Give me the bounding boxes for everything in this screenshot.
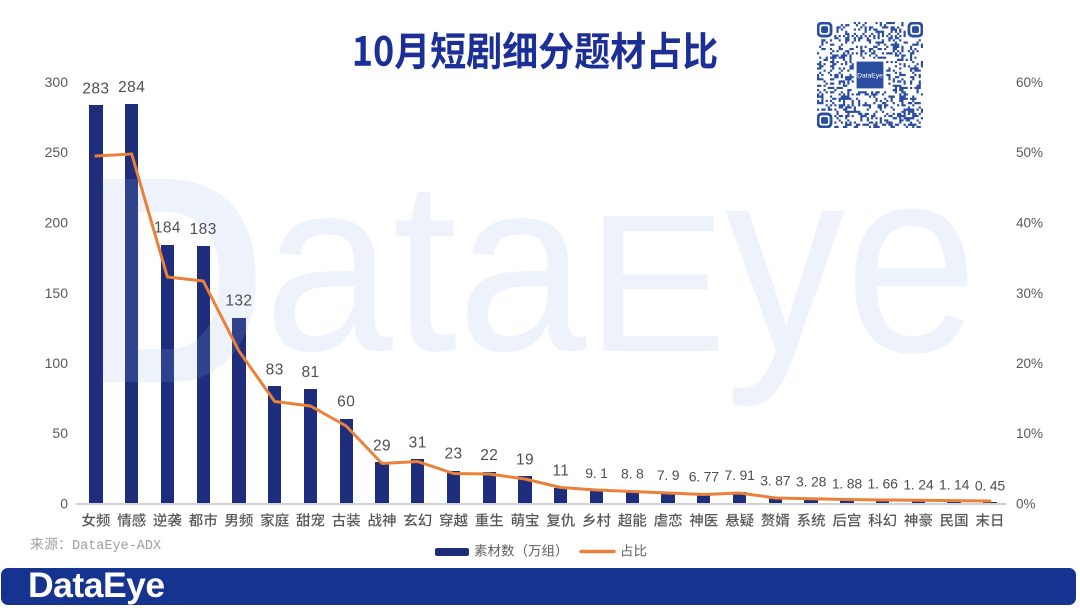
- svg-text:29: 29: [373, 437, 391, 454]
- svg-text:0%: 0%: [1016, 497, 1036, 512]
- svg-text:200: 200: [45, 215, 69, 231]
- svg-text:150: 150: [45, 285, 69, 301]
- svg-text:DataEye: DataEye: [857, 73, 883, 80]
- svg-text:250: 250: [45, 144, 69, 160]
- svg-text:30%: 30%: [1016, 286, 1043, 301]
- svg-text:ye: ye: [725, 112, 978, 409]
- svg-text:81: 81: [301, 364, 319, 381]
- svg-text:1. 66: 1. 66: [868, 476, 899, 492]
- svg-text:183: 183: [190, 221, 217, 238]
- svg-text:284: 284: [118, 79, 145, 96]
- svg-text:6. 77: 6. 77: [689, 469, 720, 485]
- svg-text:31: 31: [409, 434, 427, 451]
- svg-text:100: 100: [45, 355, 69, 371]
- svg-text:E: E: [586, 174, 727, 393]
- svg-text:50%: 50%: [1016, 145, 1043, 160]
- svg-text:0: 0: [60, 496, 68, 512]
- svg-text:10%: 10%: [1016, 426, 1043, 441]
- svg-text:60%: 60%: [1016, 75, 1043, 90]
- svg-text:1. 88: 1. 88: [832, 475, 863, 491]
- svg-text:9. 1: 9. 1: [585, 465, 608, 481]
- svg-text:7. 9: 7. 9: [657, 467, 680, 483]
- svg-text:ata: ata: [264, 128, 587, 402]
- svg-text:1. 14: 1. 14: [939, 476, 970, 492]
- svg-text:0. 45: 0. 45: [975, 477, 1006, 493]
- svg-text:D: D: [86, 115, 266, 445]
- svg-text:22: 22: [480, 447, 498, 464]
- svg-text:132: 132: [225, 293, 252, 310]
- svg-text:19: 19: [516, 451, 534, 468]
- svg-text:50: 50: [52, 425, 68, 441]
- svg-text:3. 28: 3. 28: [796, 473, 827, 489]
- svg-text:23: 23: [444, 446, 462, 463]
- svg-text:7. 91: 7. 91: [725, 467, 756, 483]
- svg-text:11: 11: [552, 463, 569, 480]
- svg-text:1. 24: 1. 24: [903, 476, 934, 492]
- svg-text:8. 8: 8. 8: [621, 466, 644, 482]
- svg-text:DataEye-ADX: DataEye-ADX: [72, 539, 161, 554]
- svg-text:283: 283: [82, 80, 109, 97]
- svg-text:3. 87: 3. 87: [760, 473, 791, 489]
- svg-text:300: 300: [45, 74, 69, 90]
- svg-text:40%: 40%: [1016, 216, 1043, 231]
- svg-text:184: 184: [154, 220, 181, 237]
- svg-text:60: 60: [337, 394, 355, 411]
- svg-text:83: 83: [266, 361, 284, 378]
- svg-text:20%: 20%: [1016, 356, 1043, 371]
